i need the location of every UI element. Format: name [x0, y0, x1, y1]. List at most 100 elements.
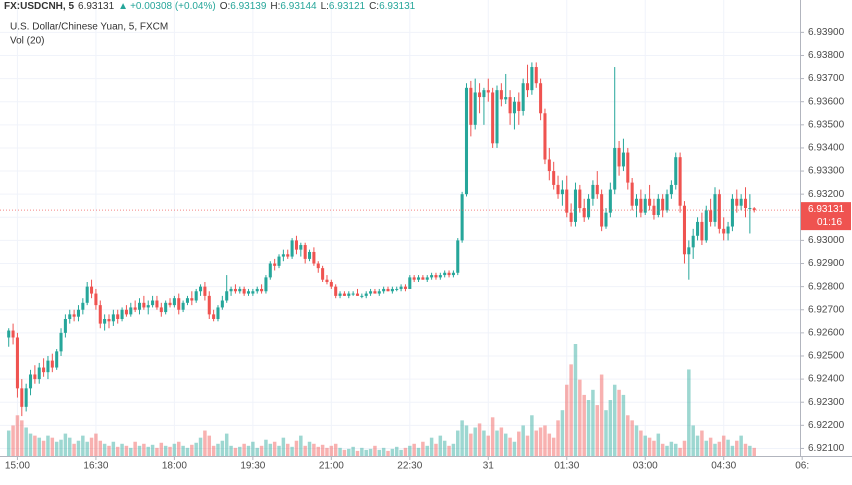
- candle-body: [430, 275, 434, 278]
- volume-bar: [360, 447, 364, 456]
- candle-body: [451, 272, 455, 276]
- candle-body: [159, 307, 163, 313]
- axes: 6.92100 6.92200 6.92300 6.92400 6.92500 6.926…: [5, 27, 851, 472]
- volume-bar: [534, 430, 538, 456]
- volume-bar: [120, 443, 124, 456]
- y-tick-label: 6.92300: [808, 397, 845, 408]
- candle-body: [700, 221, 704, 241]
- candle-body: [464, 87, 469, 195]
- candle-body: [225, 291, 229, 301]
- y-tick-label: 6.93800: [808, 50, 845, 61]
- candle-body: [560, 189, 564, 195]
- volume-bar: [285, 443, 290, 456]
- candle-body: [146, 305, 150, 308]
- volume-bar: [665, 445, 669, 456]
- candle-body: [63, 318, 67, 333]
- candle-body: [730, 198, 734, 227]
- candle-body: [495, 90, 499, 144]
- high-label: H:: [270, 1, 280, 12]
- volume-bar: [586, 400, 591, 456]
- candle-body: [591, 184, 595, 199]
- volume-bar: [530, 415, 534, 456]
- candle-body: [682, 205, 686, 255]
- candle-body: [678, 157, 682, 206]
- candle-body: [469, 87, 473, 125]
- candle-body: [155, 300, 159, 308]
- candle-body: [329, 282, 333, 287]
- volume-bar: [294, 440, 299, 456]
- volume-bar: [224, 433, 229, 456]
- volume-bar: [233, 447, 238, 456]
- x-tick-label: 19:30: [240, 461, 265, 472]
- volume-bar: [163, 445, 168, 456]
- x-tick-label: 15:00: [5, 461, 30, 472]
- volume-bar: [573, 344, 578, 456]
- x-tick-label: 04:30: [711, 461, 736, 472]
- candle-body: [425, 277, 429, 280]
- x-tick-label: 01:30: [554, 461, 579, 472]
- volume-bar: [220, 440, 225, 456]
- volume-bar: [477, 423, 482, 456]
- volume-bar: [255, 447, 259, 456]
- volume-bar: [708, 437, 713, 456]
- volume-bar: [185, 447, 190, 456]
- candle-body: [726, 226, 730, 234]
- candle-body: [299, 245, 303, 250]
- volume-bar: [647, 437, 652, 456]
- candle-body: [665, 194, 669, 211]
- volume-bar: [604, 410, 608, 456]
- candle-body: [303, 245, 307, 259]
- candle-body: [504, 97, 508, 100]
- candle-body: [20, 388, 24, 407]
- volume-bar: [721, 435, 726, 456]
- candle-body: [390, 288, 394, 292]
- volume-bar: [652, 440, 656, 456]
- volume-bar: [115, 446, 120, 456]
- volume-bar: [155, 447, 159, 456]
- candle-body: [76, 309, 80, 317]
- x-tick-label: 06:: [795, 461, 809, 472]
- candle-body: [621, 152, 625, 167]
- chart-title: U.S. Dollar/Chinese Yuan, 5, FXCM: [10, 22, 168, 33]
- volume-bar: [264, 439, 268, 456]
- candle-body: [643, 198, 647, 213]
- candle-body: [28, 374, 33, 389]
- volume-bar: [499, 427, 504, 456]
- y-tick-label: 6.92900: [808, 258, 845, 269]
- candle-body: [24, 388, 28, 407]
- volume-bar: [46, 435, 50, 456]
- volume-bar: [682, 440, 687, 456]
- candle-body: [661, 198, 665, 211]
- volume-bar: [33, 435, 37, 456]
- volume-bar: [691, 425, 695, 456]
- candle-body: [403, 286, 407, 289]
- volume-bar: [381, 447, 386, 456]
- candle-body: [181, 302, 185, 310]
- volume-bar: [316, 446, 320, 456]
- candle-body: [164, 302, 168, 313]
- candle-body: [460, 194, 464, 241]
- volume-bar: [560, 410, 565, 456]
- volume-bar: [329, 445, 334, 456]
- candle-body: [37, 367, 41, 380]
- candle-body: [273, 263, 277, 266]
- volume-bar: [739, 435, 743, 456]
- candle-body: [90, 286, 94, 294]
- candle-body: [268, 263, 272, 278]
- volume-bar: [386, 450, 390, 456]
- volume-bar: [41, 440, 46, 456]
- candle-body: [634, 198, 639, 206]
- y-tick-label: 6.93400: [808, 143, 845, 154]
- candle-body: [347, 293, 351, 296]
- volume-bar: [643, 435, 647, 456]
- candle-body: [199, 286, 203, 292]
- volume-bar: [133, 441, 137, 456]
- volume-bar: [81, 435, 85, 456]
- candle-body: [595, 184, 599, 195]
- volume-bar: [20, 420, 24, 456]
- candle-body: [242, 288, 246, 294]
- candle-body: [573, 189, 578, 222]
- volume-bar: [599, 374, 604, 456]
- volume-bar: [621, 394, 626, 456]
- header: FX:USDCNH, 5 6.93131 ▲ +0.00308 (+0.04%) O:6…: [4, 1, 416, 12]
